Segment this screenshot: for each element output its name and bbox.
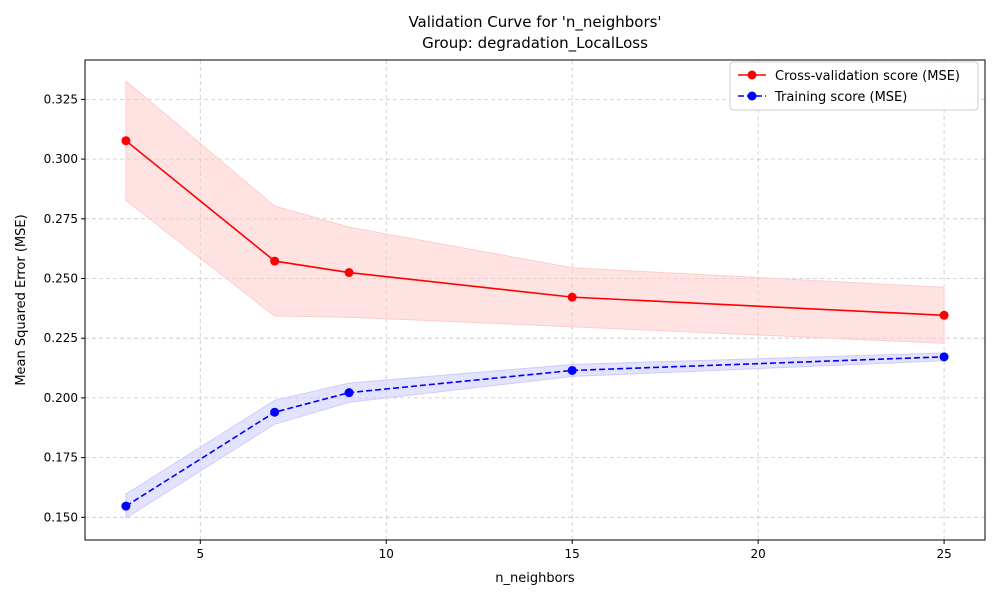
series-markers [121, 136, 949, 511]
confidence-band [125, 79, 945, 344]
chart-title: Validation Curve for 'n_neighbors' [408, 13, 661, 32]
y-tick-label: 0.200 [44, 391, 78, 405]
chart-subtitle: Group: degradation_LocalLoss [422, 34, 648, 53]
y-tick-label: 0.150 [44, 510, 78, 524]
plot-area-frame [84, 59, 986, 541]
data-point [939, 310, 949, 320]
legend: Cross-validation score (MSE) Training sc… [729, 61, 979, 111]
x-tick-label: 5 [196, 547, 204, 561]
legend-label: Training score (MSE) [774, 90, 907, 105]
x-tick-label: 25 [936, 547, 951, 561]
x-tick-label: 20 [750, 547, 765, 561]
y-tick-label: 0.225 [44, 331, 78, 345]
legend-box [729, 61, 979, 111]
data-point [121, 136, 131, 146]
x-axis-ticks: 5 10 15 20 25 [196, 540, 952, 561]
data-point [567, 365, 577, 375]
y-tick-label: 0.300 [44, 152, 78, 166]
y-axis-ticks: 0.150 0.175 0.200 0.225 0.250 0.275 0.300 0.325 [44, 92, 85, 524]
y-tick-label: 0.175 [44, 451, 78, 465]
x-axis-label: n_neighbors [495, 571, 575, 586]
y-axis-label: Mean Squared Error (MSE) [14, 214, 29, 385]
data-point [270, 407, 280, 417]
x-tick-label: 15 [565, 547, 580, 561]
data-point [567, 292, 577, 302]
data-point [939, 352, 949, 362]
legend-swatch-marker [747, 70, 757, 80]
legend-swatch-marker [747, 91, 757, 101]
y-tick-label: 0.275 [44, 212, 78, 226]
x-tick-label: 10 [379, 547, 394, 561]
data-point [344, 268, 354, 278]
data-point [121, 501, 131, 511]
data-point [344, 388, 354, 398]
y-tick-label: 0.325 [44, 92, 78, 106]
data-point [270, 256, 280, 266]
y-tick-label: 0.250 [44, 272, 78, 286]
legend-label: Cross-validation score (MSE) [775, 69, 960, 84]
